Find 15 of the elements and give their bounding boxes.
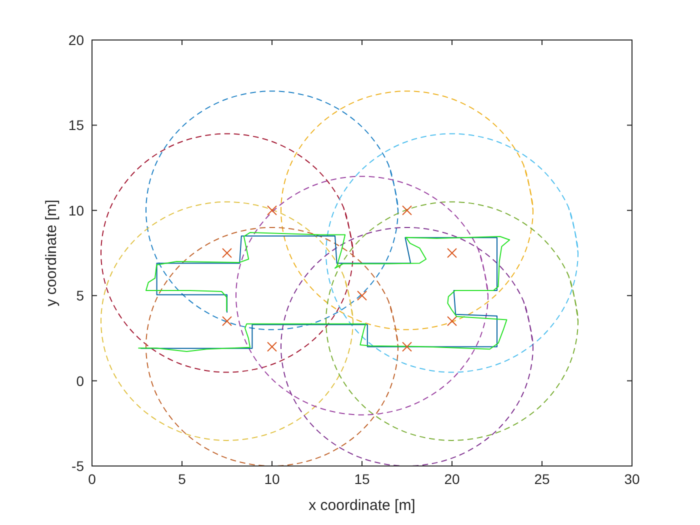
x-tick-label: 25 — [534, 471, 550, 487]
y-tick-label: 15 — [68, 117, 84, 134]
y-tick-label: 20 — [68, 32, 84, 48]
x-tick-label: 10 — [264, 471, 280, 487]
x-tick-label: 30 — [624, 471, 640, 487]
y-tick-label: 10 — [68, 202, 84, 218]
y-axis-title: y coordinate [m] — [43, 200, 60, 306]
x-tick-label: 5 — [178, 471, 186, 487]
x-axis-title: x coordinate [m] — [308, 497, 416, 514]
x-tick-label: 15 — [354, 471, 370, 487]
x-tick-label: 0 — [88, 471, 96, 487]
y-tick-label: 0 — [76, 372, 84, 389]
y-tick-label: -5 — [72, 458, 84, 474]
x-tick-label: 20 — [444, 471, 460, 487]
y-tick-label: 5 — [76, 288, 84, 304]
